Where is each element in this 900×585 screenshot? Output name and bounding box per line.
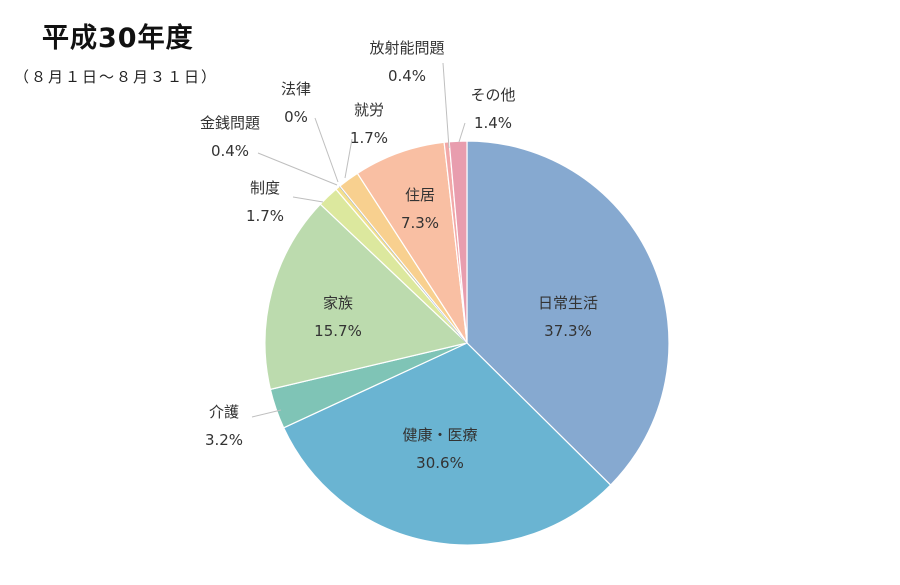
slice-label-name-4: 家族 <box>323 294 353 312</box>
slice-label-value-10: 0.4% <box>388 67 426 85</box>
leader-line-3 <box>251 409 282 418</box>
leader-line-11 <box>458 122 466 143</box>
chart-subtitle: （８月１日～８月３１日） <box>14 68 219 86</box>
slice-label-value-7: 0% <box>284 108 308 126</box>
slice-label-name-5: 制度 <box>250 179 280 197</box>
slice-label-name-11: その他 <box>470 86 515 104</box>
slice-label-name-10: 放射能問題 <box>369 39 444 57</box>
slice-label-value-8: 1.7% <box>350 129 388 147</box>
leader-line-10 <box>442 62 450 149</box>
slice-label-value-5: 1.7% <box>246 207 284 225</box>
slice-label-name-2: 健康・医療 <box>402 426 477 444</box>
slice-label-name-8: 就労 <box>354 101 384 119</box>
chart-title: 平成30年度 <box>42 23 194 54</box>
slice-label-name-9: 住居 <box>405 186 435 204</box>
leader-line-5 <box>292 196 324 203</box>
slice-label-value-4: 15.7% <box>314 322 362 340</box>
slice-label-name-1: 日常生活 <box>538 294 598 312</box>
slice-label-value-3: 3.2% <box>205 431 243 449</box>
leader-line-6 <box>257 152 338 186</box>
slice-11 <box>448 140 468 344</box>
slice-label-value-1: 37.3% <box>544 322 592 340</box>
slice-label-name-3: 介護 <box>209 403 239 421</box>
slice-2 <box>282 342 612 546</box>
slice-label-value-11: 1.4% <box>474 114 512 132</box>
slice-label-name-7: 法律 <box>281 80 311 98</box>
slice-label-value-6: 0.4% <box>211 142 249 160</box>
slice-label-value-2: 30.6% <box>416 454 464 472</box>
slice-label-name-6: 金銭問題 <box>200 114 260 132</box>
slice-1 <box>466 140 670 486</box>
slice-4 <box>264 203 469 391</box>
leader-line-7 <box>314 117 339 183</box>
leader-line-8 <box>344 138 353 179</box>
slice-label-value-9: 7.3% <box>401 214 439 232</box>
